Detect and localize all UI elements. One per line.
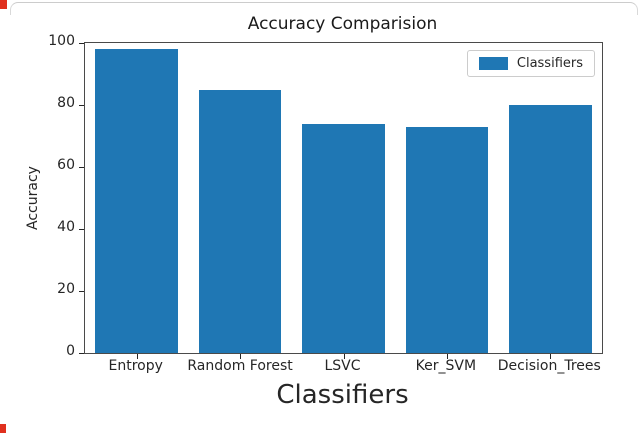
x-tick-label: Random Forest: [187, 358, 293, 374]
x-tick-labels: Entropy Random Forest LSVC Ker_SVM Decision_…: [84, 358, 601, 378]
bar-decision_trees: [508, 105, 592, 353]
y-axis-label: Accuracy: [25, 166, 41, 230]
bar-lsvc: [302, 123, 385, 353]
plot-area: Classifiers: [79, 42, 603, 359]
y-tick-mark: [79, 228, 84, 230]
y-tick-mark: [79, 42, 84, 44]
bar-ker_svm: [405, 126, 489, 353]
y-tick-mark: [79, 290, 84, 292]
y-tick-label: 40: [57, 219, 75, 235]
y-tick-label: 60: [57, 157, 75, 173]
y-tick-label: 80: [57, 95, 75, 111]
bar-random-forest: [198, 89, 282, 353]
screenshot-artifact-top-left: [0, 0, 7, 9]
x-tick-mark: [136, 354, 138, 359]
x-tick-mark: [550, 354, 552, 359]
card-top-edge: [10, 2, 638, 15]
x-tick-mark: [446, 354, 448, 359]
y-tick-mark: [79, 104, 84, 106]
y-tick-label: 20: [57, 281, 75, 297]
legend: Classifiers: [466, 50, 595, 77]
x-axis-label: Classifiers: [276, 380, 409, 410]
chart-title: Accuracy Comparision: [247, 14, 438, 34]
y-tick-label: 100: [48, 33, 75, 49]
legend-swatch-icon: [478, 57, 508, 70]
y-tick-mark: [79, 352, 84, 354]
legend-label: Classifiers: [516, 56, 583, 71]
screenshot-artifact-bottom-left: [0, 424, 6, 433]
bar-entropy: [95, 49, 179, 353]
x-tick-mark: [343, 354, 345, 359]
x-tick-label: Ker_SVM: [415, 358, 477, 374]
x-tick-label: Decision_Trees: [497, 358, 601, 374]
x-tick-label: Entropy: [108, 358, 163, 374]
y-tick-mark: [79, 166, 84, 168]
y-tick-label: 0: [66, 343, 75, 359]
x-tick-mark: [240, 354, 242, 359]
x-tick-label: LSVC: [324, 358, 361, 374]
